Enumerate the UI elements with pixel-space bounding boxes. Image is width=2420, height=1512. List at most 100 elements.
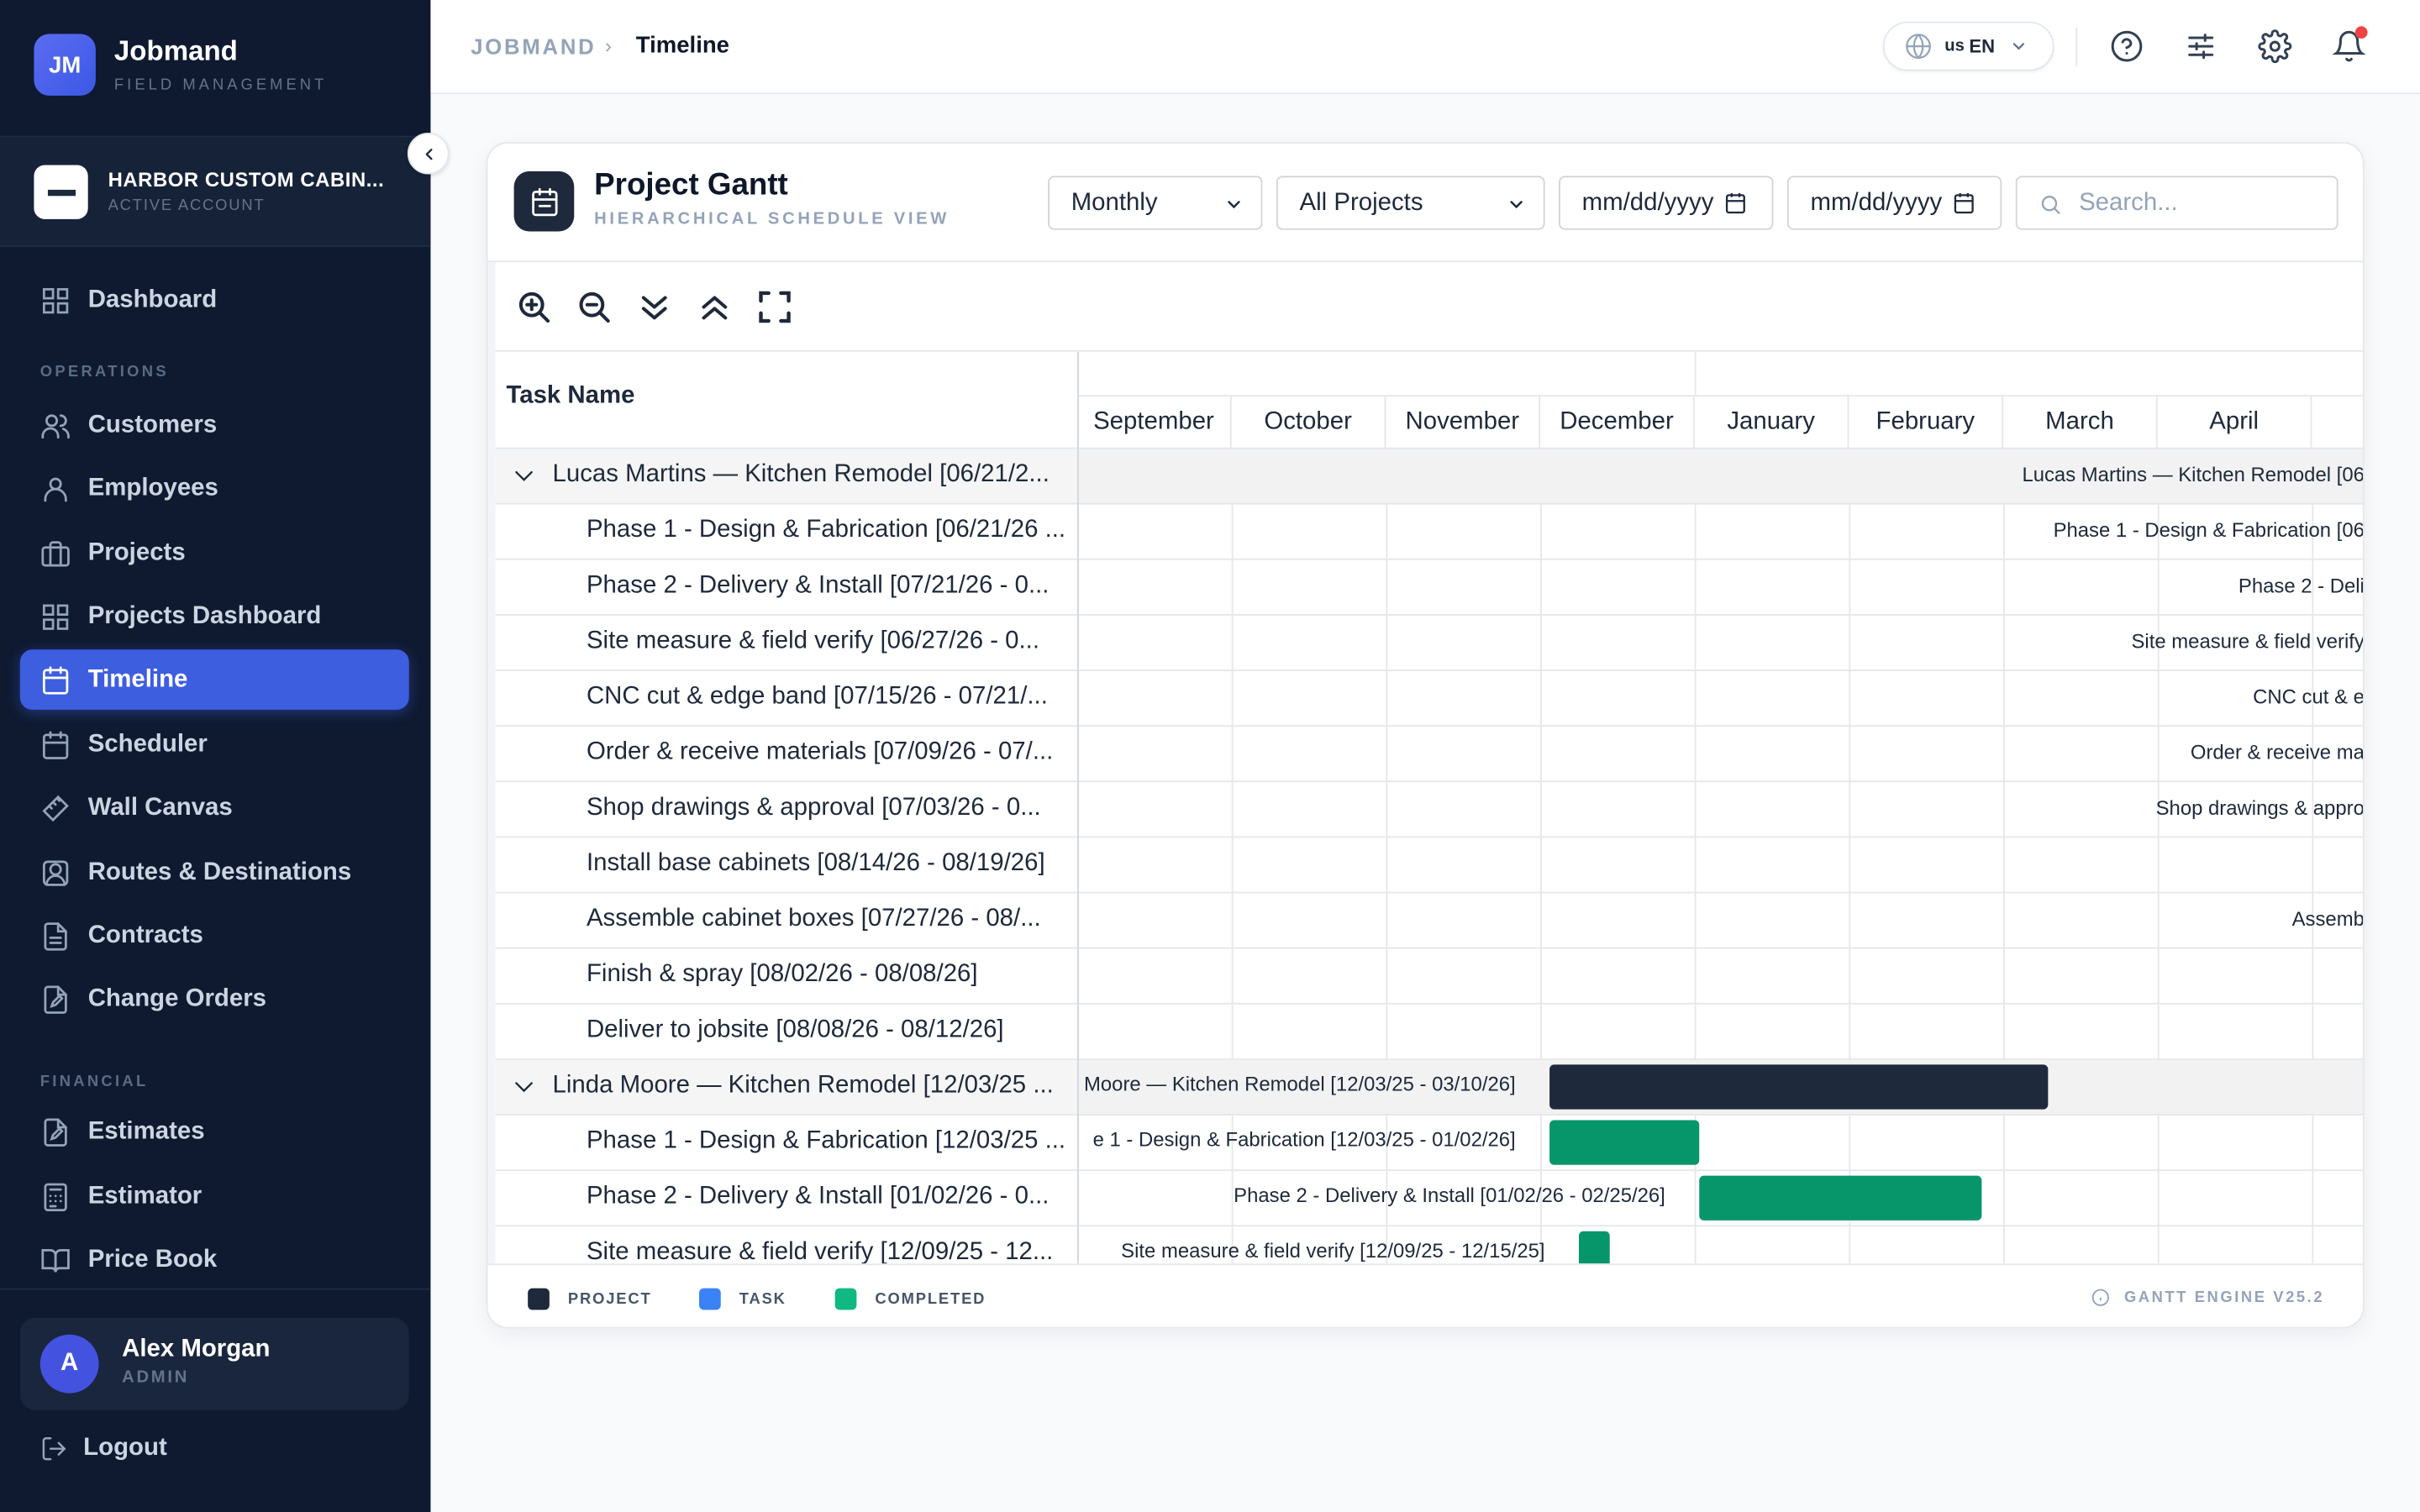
task-row[interactable]: Phase 2 - Delivery & Install [01/02/26 -… (495, 1171, 1078, 1227)
breadcrumb-root[interactable]: JOBMAND (471, 34, 597, 59)
task-name: Phase 1 - Design & Fabrication [06/21/26… (586, 517, 1066, 543)
task-bar[interactable] (1699, 1175, 1982, 1221)
gear-icon[interactable] (2258, 29, 2292, 64)
sidebar-item-employees[interactable]: Employees (20, 459, 409, 519)
card-subtitle: HIERARCHICAL SCHEDULE VIEW (594, 209, 950, 228)
sliders-icon[interactable] (2184, 29, 2217, 63)
sidebar-item-routes[interactable]: Routes & Destinations (20, 843, 409, 903)
grid-icon (42, 603, 69, 629)
date-from-input[interactable]: mm/dd/yyyy (1559, 176, 1774, 230)
help-icon[interactable] (2110, 29, 2144, 63)
task-row[interactable]: Install base cabinets [08/14/26 - 08/19/… (495, 837, 1078, 894)
sidebar-item-estimator[interactable]: Estimator (20, 1167, 409, 1227)
brand-name: Jobmand (113, 35, 238, 66)
date-to-input[interactable]: mm/dd/yyyy (1786, 176, 2002, 230)
sidebar-item-change-orders[interactable]: Change Orders (20, 969, 409, 1029)
collapse-all-icon[interactable] (696, 288, 733, 325)
task-bar[interactable] (1549, 1120, 1700, 1165)
task-name: Phase 2 - Delivery & Install [01/02/26 -… (586, 1183, 1050, 1210)
book-open-icon (41, 1248, 70, 1272)
timeline-row: CNC cut & e (1078, 671, 2365, 727)
language-selector[interactable]: us EN (1882, 21, 2054, 71)
timeline-row: Moore — Kitchen Remodel [12/03/25 - 03/1… (1078, 1059, 2364, 1116)
sidebar-item-price-book[interactable]: Price Book (20, 1230, 409, 1290)
chevron-down-icon (2012, 43, 2024, 50)
fullscreen-icon[interactable] (756, 288, 793, 325)
language-flag: us (1944, 37, 1965, 56)
zoom-out-icon[interactable] (576, 288, 613, 325)
ruler-icon (42, 794, 69, 822)
sidebar-item-projects[interactable]: Projects (20, 523, 409, 584)
task-row[interactable]: Site measure & field verify [12/09/25 - … (496, 1226, 1077, 1263)
sidebar-item-wall-canvas[interactable]: Wall Canvas (20, 778, 409, 838)
task-name: Lucas Martins — Kitchen Remodel [06/21/2… (552, 461, 1050, 488)
project-bar[interactable] (1549, 1064, 2049, 1110)
task-row[interactable]: Finish & spray [08/02/26 - 08/08/26] (495, 949, 1078, 1005)
divider (0, 1288, 431, 1290)
brand[interactable]: JM Jobmand FIELD MANAGEMENT (34, 34, 328, 96)
task-row[interactable]: Deliver to jobsite [08/08/26 - 08/12/26] (495, 1005, 1078, 1060)
sidebar-item-label: Scheduler (87, 730, 208, 757)
sidebar-item-contracts[interactable]: Contracts (20, 906, 409, 966)
timeline-row: Phase 2 - Deli (1078, 560, 2364, 616)
sidebar: JM Jobmand FIELD MANAGEMENT HARBOR CUSTO… (0, 0, 450, 1512)
card-icon (513, 171, 575, 232)
account-status: ACTIVE ACCOUNT (108, 197, 266, 215)
sidebar-item-label: Projects (87, 538, 186, 566)
task-name: Phase 1 - Design & Fabrication [12/03/25… (586, 1127, 1066, 1154)
divider (487, 260, 2364, 263)
task-row[interactable]: Phase 1 - Design & Fabrication [12/03/25… (495, 1116, 1078, 1172)
calendar-icon (42, 730, 69, 759)
task-row[interactable]: Assemble cabinet boxes [07/27/26 - 08/..… (495, 893, 1078, 949)
timeline-row (1078, 1005, 2364, 1060)
column-task-name: Task Name (506, 382, 635, 409)
sidebar-item-customers[interactable]: Customers (20, 395, 409, 455)
expand-all-icon[interactable] (636, 288, 673, 325)
chevron-down-icon[interactable] (513, 465, 536, 488)
language-code: EN (1969, 35, 1996, 57)
calendar-icon[interactable] (1952, 192, 1975, 215)
sidebar-item-projects-dashboard[interactable]: Projects Dashboard (20, 586, 409, 647)
project-select[interactable]: All Projects (1276, 176, 1545, 230)
sidebar-item-label: Customers (87, 411, 218, 438)
task-bar[interactable] (1578, 1231, 1610, 1264)
month-label: February (1849, 396, 2004, 449)
task-row[interactable]: Order & receive materials [07/09/26 - 07… (495, 727, 1078, 783)
task-name: Deliver to jobsite [08/08/26 - 08/12/26] (586, 1016, 1004, 1043)
project-row[interactable]: Lucas Martins — Kitchen Remodel [06/21/2… (495, 449, 1078, 505)
calendar-icon[interactable] (1724, 192, 1748, 215)
task-grid: Task Name Lucas Martins — Kitchen Remode… (495, 351, 1079, 1264)
task-row[interactable]: Shop drawings & approval [07/03/26 - 0..… (495, 782, 1078, 838)
logout-button[interactable]: Logout (40, 1435, 167, 1462)
gantt-chart: Task Name Lucas Martins — Kitchen Remode… (487, 262, 2365, 1264)
info-icon (2092, 1289, 2110, 1306)
task-row[interactable]: CNC cut & edge band [07/15/26 - 07/21/..… (495, 671, 1078, 727)
legend-project: PROJECT (528, 1288, 651, 1310)
project-row[interactable]: Linda Moore — Kitchen Remodel [12/03/25 … (495, 1059, 1078, 1116)
task-row[interactable]: Phase 2 - Delivery & Install [07/21/26 -… (495, 560, 1078, 616)
task-row[interactable]: Site measure & field verify [06/27/26 - … (495, 616, 1078, 671)
brand-subtitle: FIELD MANAGEMENT (113, 76, 328, 95)
sidebar-item-scheduler[interactable]: Scheduler (20, 714, 409, 774)
bar-label: Assemb (2291, 907, 2365, 931)
month-label: September (1079, 396, 1232, 449)
scale-select[interactable]: Monthly (1048, 176, 1263, 230)
chevron-down-icon[interactable] (513, 1075, 536, 1099)
bar-label: CNC cut & e (2253, 685, 2365, 709)
sidebar-collapse-button[interactable] (407, 132, 450, 175)
task-row[interactable]: Phase 1 - Design & Fabrication [06/21/26… (495, 505, 1078, 560)
task-name: Shop drawings & approval [07/03/26 - 0..… (586, 794, 1041, 822)
bar-label: Moore — Kitchen Remodel [12/03/25 - 03/1… (1083, 1072, 1516, 1096)
sidebar-item-dashboard[interactable]: Dashboard (20, 270, 409, 330)
bar-label: Lucas Martins — Kitchen Remodel [06 (2022, 463, 2365, 486)
sidebar-item-timeline[interactable]: Timeline (19, 649, 409, 710)
account-switcher[interactable]: HARBOR CUSTOM CABIN... ACTIVE ACCOUNT (0, 135, 431, 247)
search-input[interactable]: Search... (2015, 176, 2338, 230)
user-card[interactable]: A Alex Morgan ADMIN (19, 1317, 409, 1410)
zoom-in-icon[interactable] (515, 288, 552, 325)
bar-label: Phase 2 - Delivery & Install [01/02/26 -… (1234, 1183, 1665, 1207)
timeline-row: Site measure & field verify (1078, 616, 2364, 671)
bell-icon[interactable] (2332, 29, 2366, 63)
sidebar-item-estimates[interactable]: Estimates (20, 1101, 409, 1162)
sidebar-item-label: Contracts (87, 921, 203, 948)
